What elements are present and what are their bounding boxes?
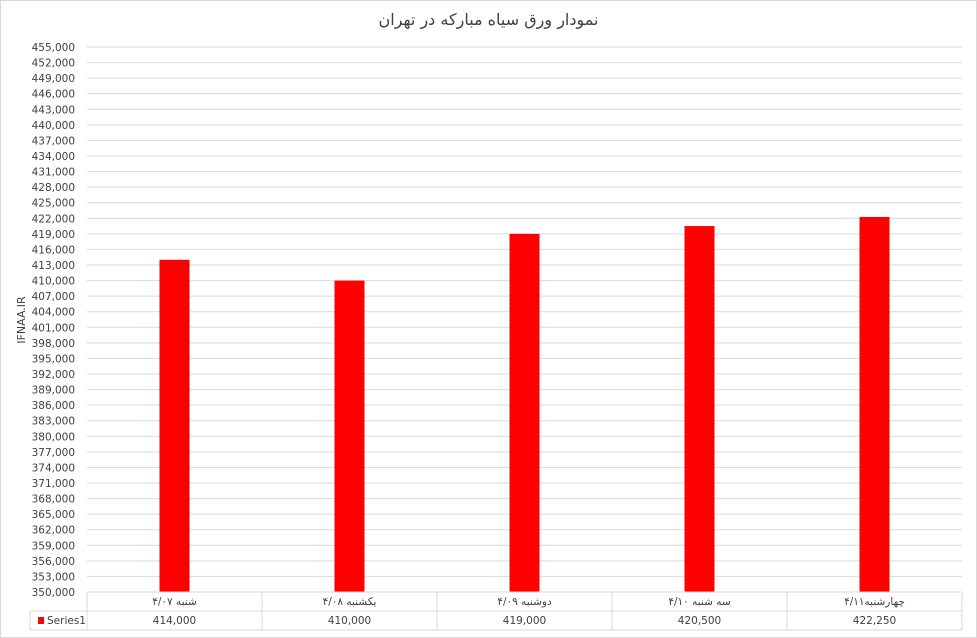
y-tick-label: 422,000 bbox=[32, 213, 75, 225]
y-tick-label: 407,000 bbox=[32, 291, 75, 303]
table-value: 414,000 bbox=[153, 615, 196, 627]
y-tick-label: 404,000 bbox=[32, 307, 75, 319]
y-tick-label: 389,000 bbox=[32, 385, 75, 397]
y-tick-label: 440,000 bbox=[32, 120, 75, 132]
table-value: 420,500 bbox=[678, 615, 721, 627]
table-value: 419,000 bbox=[503, 615, 546, 627]
category-label: دوشنبه ۴/۰۹ bbox=[497, 596, 552, 608]
bar bbox=[509, 233, 540, 592]
y-tick-label: 383,000 bbox=[32, 416, 75, 428]
y-tick-label: 431,000 bbox=[32, 167, 75, 179]
y-tick-label: 455,000 bbox=[32, 42, 75, 54]
category-label: یکشنبه ۴/۰۸ bbox=[323, 596, 377, 608]
y-tick-label: 359,000 bbox=[32, 540, 75, 552]
category-label: شنبه ۴/۰۷ bbox=[152, 596, 197, 608]
y-tick-label: 398,000 bbox=[32, 338, 75, 350]
y-tick-label: 350,000 bbox=[32, 587, 75, 599]
y-tick-label: 371,000 bbox=[32, 478, 75, 490]
y-tick-label: 365,000 bbox=[32, 509, 75, 521]
y-tick-label: 446,000 bbox=[32, 89, 75, 101]
y-tick-label: 380,000 bbox=[32, 431, 75, 443]
y-tick-label: 386,000 bbox=[32, 400, 75, 412]
table-value: 410,000 bbox=[328, 615, 371, 627]
y-tick-label: 377,000 bbox=[32, 447, 75, 459]
y-tick-label: 374,000 bbox=[32, 462, 75, 474]
y-tick-label: 416,000 bbox=[32, 244, 75, 256]
table-value: 422,250 bbox=[853, 615, 896, 627]
y-tick-label: 425,000 bbox=[32, 198, 75, 210]
category-label: چهارشنبه۴/۱۱ bbox=[844, 596, 905, 608]
bar bbox=[334, 280, 365, 592]
legend-series-name: Series1 bbox=[47, 615, 86, 627]
y-tick-label: 392,000 bbox=[32, 369, 75, 381]
bar bbox=[684, 226, 715, 593]
y-tick-label: 395,000 bbox=[32, 353, 75, 365]
y-tick-label: 356,000 bbox=[32, 556, 75, 568]
y-tick-label: 434,000 bbox=[32, 151, 75, 163]
y-tick-label: 368,000 bbox=[32, 494, 75, 506]
y-tick-label: 362,000 bbox=[32, 525, 75, 537]
legend-key bbox=[38, 617, 44, 624]
bar bbox=[159, 259, 190, 592]
y-tick-label: 419,000 bbox=[32, 229, 75, 241]
chart-title: نمودار ورق سیاه مبارکه در تهران bbox=[378, 10, 599, 29]
y-tick-label: 452,000 bbox=[32, 58, 75, 70]
y-tick-label: 413,000 bbox=[32, 260, 75, 272]
y-tick-label: 401,000 bbox=[32, 322, 75, 334]
y-tick-label: 443,000 bbox=[32, 104, 75, 116]
category-label: سه شنبه ۴/۱۰ bbox=[668, 596, 730, 608]
bar bbox=[859, 216, 890, 592]
y-tick-label: 437,000 bbox=[32, 135, 75, 147]
y-tick-label: 410,000 bbox=[32, 276, 75, 288]
y-tick-label: 353,000 bbox=[32, 571, 75, 583]
y-tick-label: 449,000 bbox=[32, 73, 75, 85]
y-tick-label: 428,000 bbox=[32, 182, 75, 194]
